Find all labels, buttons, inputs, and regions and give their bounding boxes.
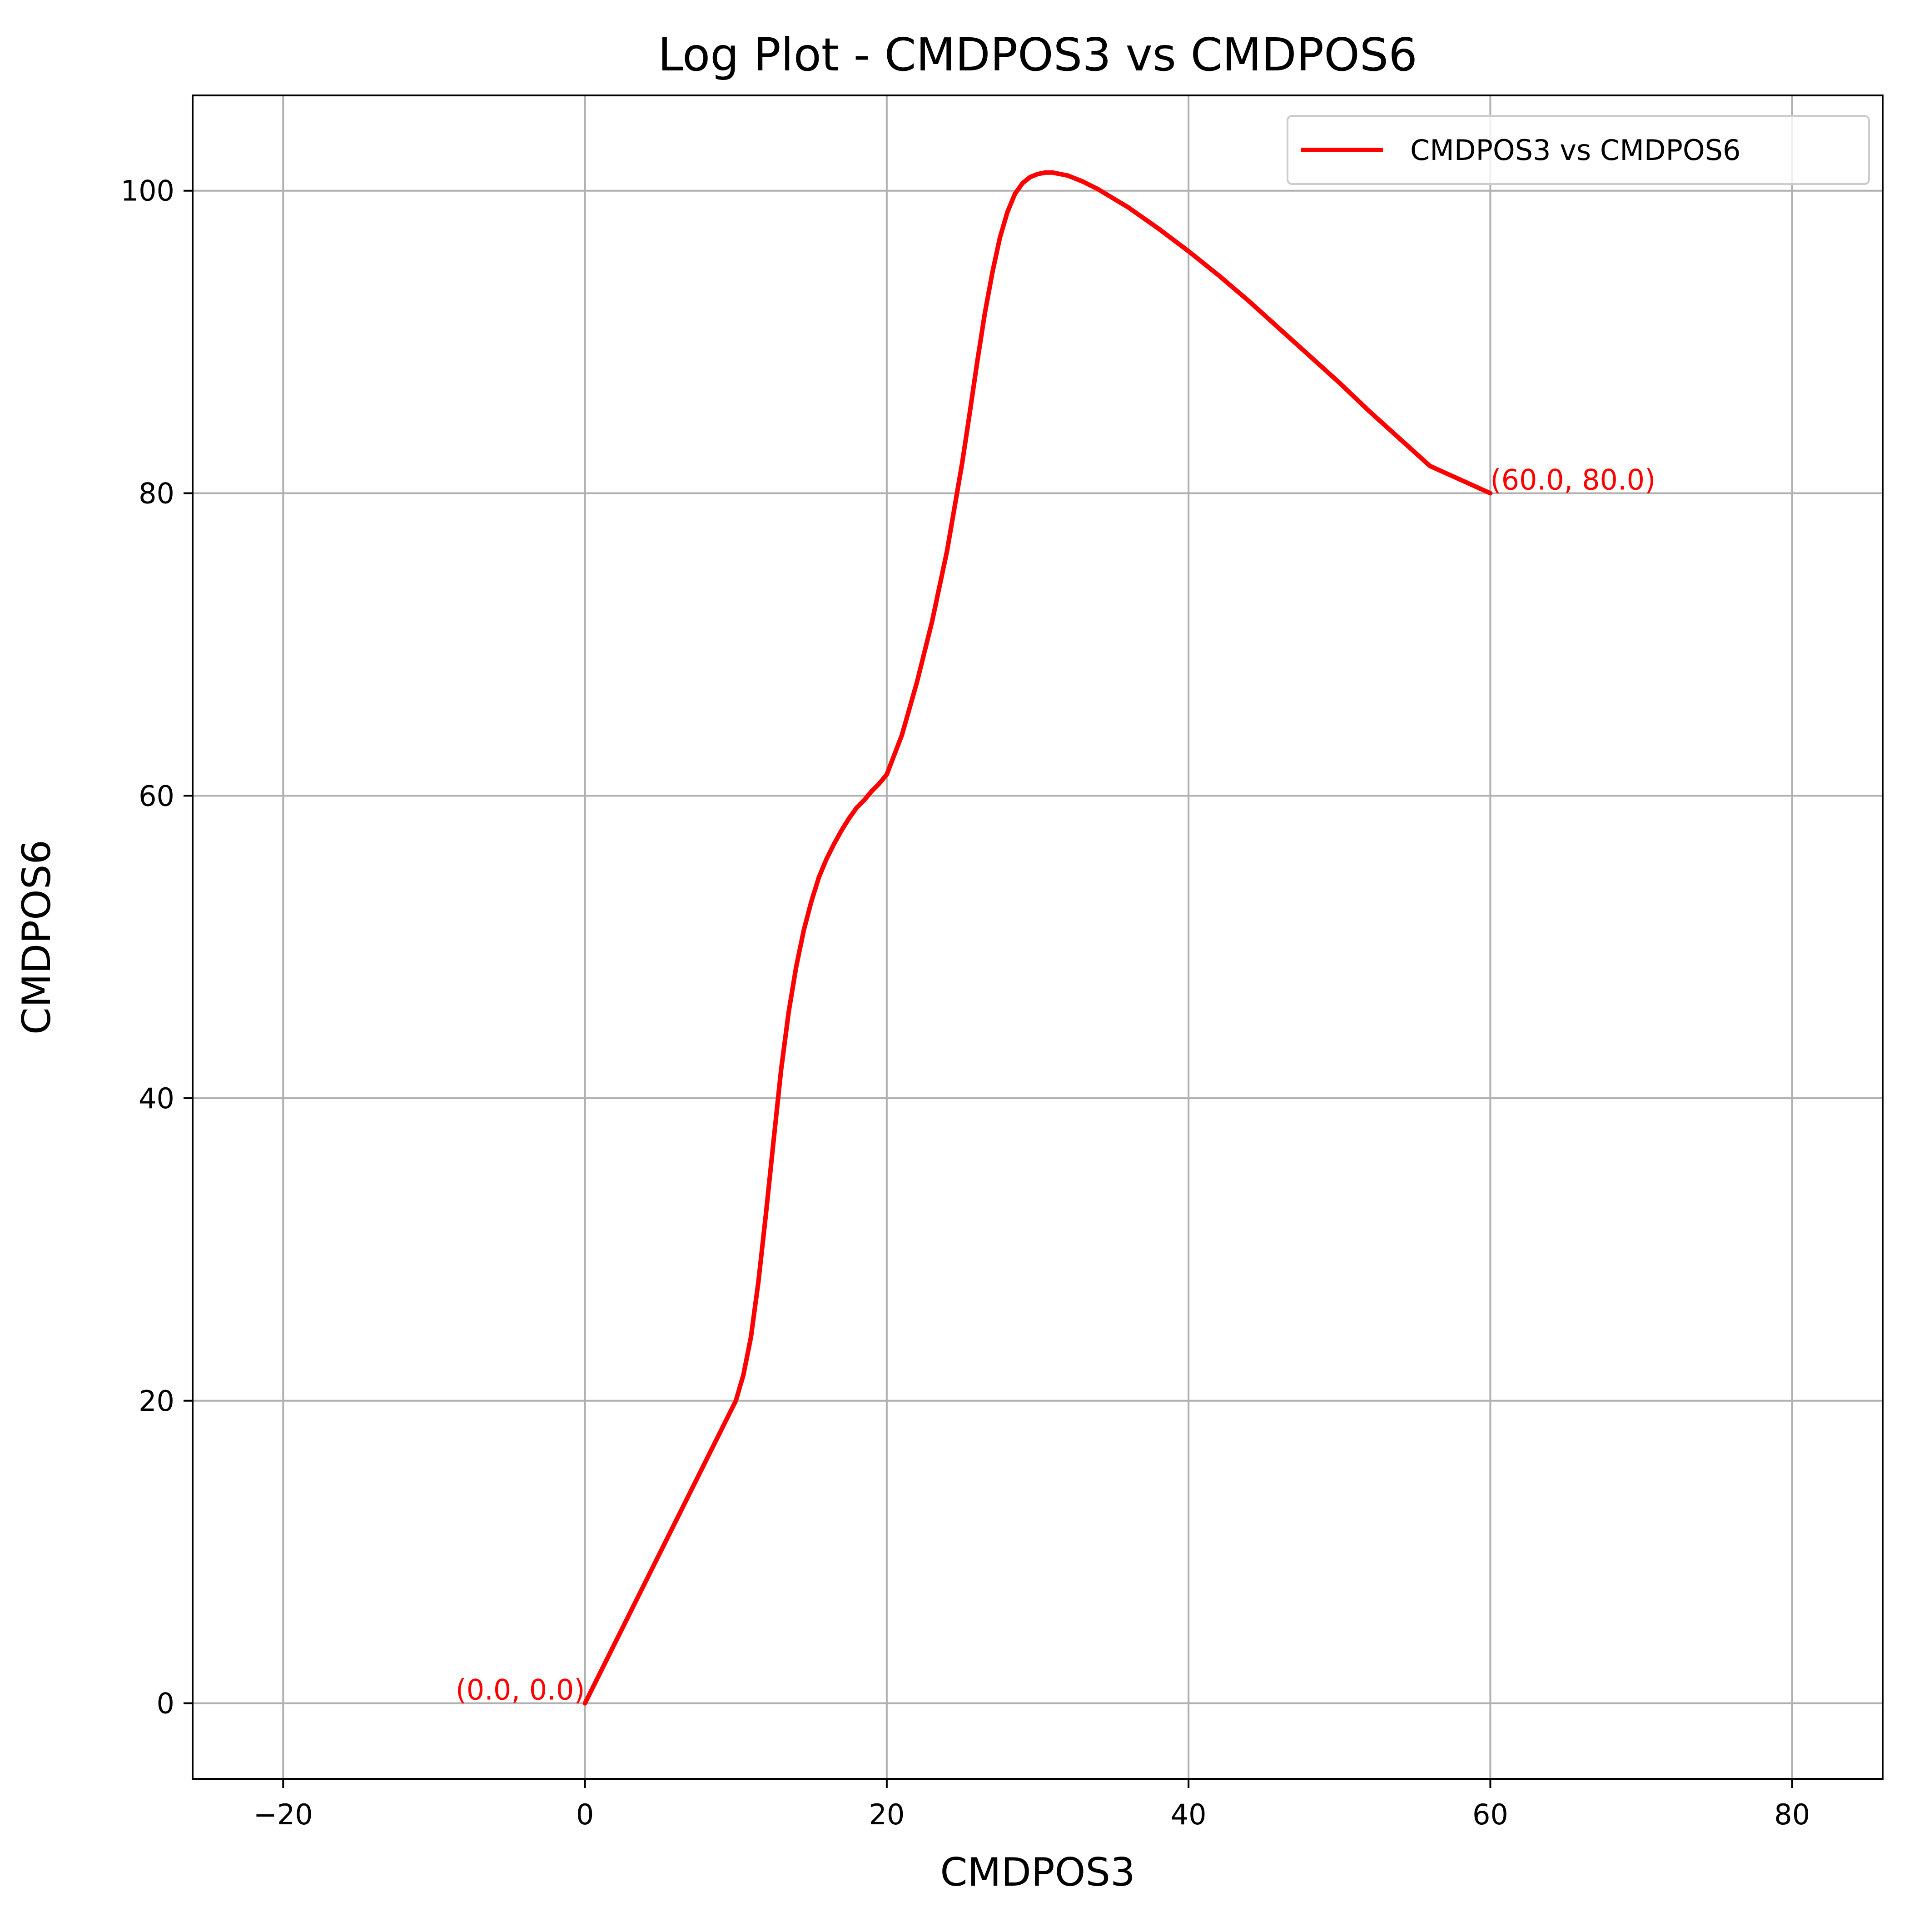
grid [193, 95, 1883, 1779]
legend: CMDPOS3 vs CMDPOS6 [1287, 115, 1870, 185]
annotations: (0.0, 0.0) (60.0, 80.0) [456, 463, 1656, 1706]
x-tick-label: 40 [1171, 1798, 1207, 1831]
x-axis-label: CMDPOS3 [940, 1850, 1135, 1895]
y-tick-label: 40 [139, 1082, 174, 1115]
x-tick-label: 0 [576, 1798, 594, 1831]
y-tick-label: 20 [139, 1384, 174, 1418]
legend-label: CMDPOS3 vs CMDPOS6 [1410, 134, 1740, 167]
point-annotation: (0.0, 0.0) [456, 1673, 585, 1707]
x-tick-label: 80 [1774, 1798, 1810, 1831]
point-annotation: (60.0, 80.0) [1490, 463, 1655, 496]
ticks: −20 0 20 40 60 80 0 20 40 60 80 100 [121, 174, 1810, 1831]
series-line [582, 170, 1493, 1706]
series-layer [582, 170, 1493, 1706]
axes-frame [192, 95, 1884, 1780]
y-tick-label: 80 [139, 477, 174, 510]
legend-box [1287, 115, 1870, 185]
x-tick-label: 60 [1472, 1798, 1508, 1831]
x-tick-label: −20 [254, 1798, 313, 1831]
x-tick-label: 20 [869, 1798, 905, 1831]
y-axis-label: CMDPOS6 [14, 840, 60, 1035]
y-tick-label: 60 [139, 779, 174, 812]
y-tick-label: 0 [157, 1687, 174, 1720]
chart-title: Log Plot - CMDPOS3 vs CMDPOS6 [658, 28, 1417, 81]
y-tick-label: 100 [121, 174, 174, 208]
